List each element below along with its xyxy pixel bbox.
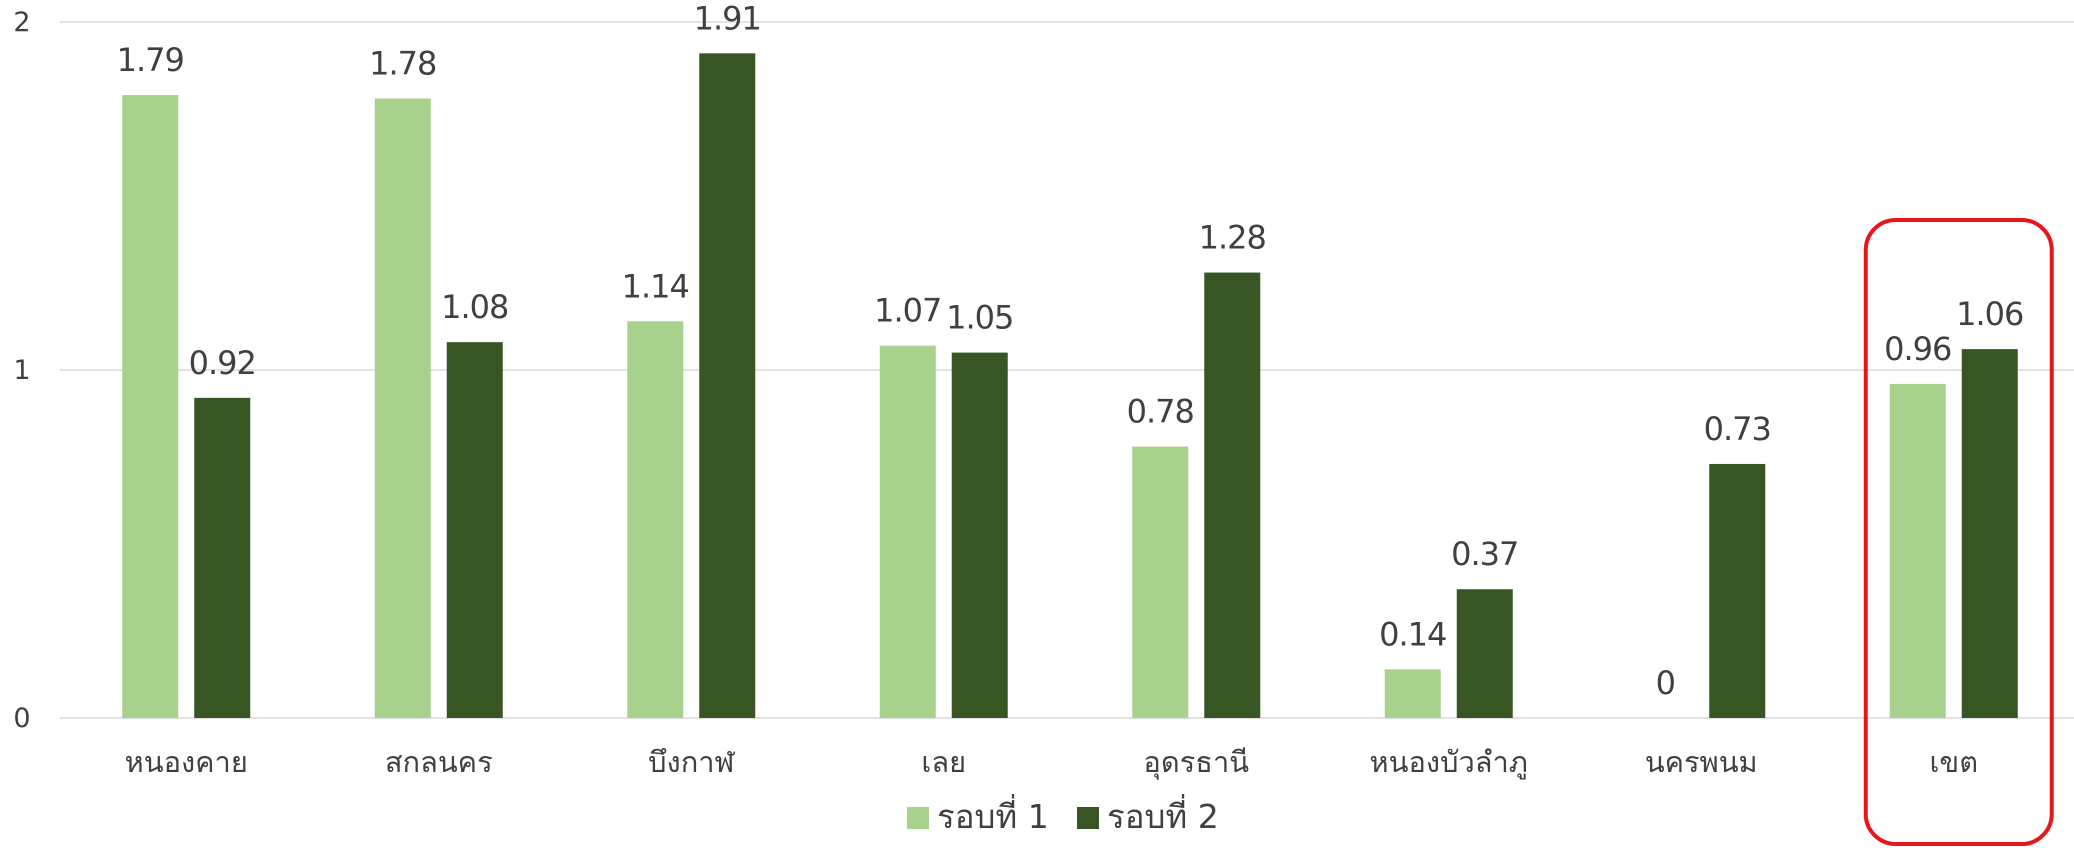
- legend-swatch-2: [1077, 807, 1099, 829]
- x-tick-label-6: นครพนม: [1645, 745, 1758, 779]
- bar-2-5: [1456, 589, 1513, 718]
- highlight-box: [1863, 218, 2054, 846]
- data-label-1-4: 0.78: [1127, 393, 1194, 431]
- x-tick-label-1: สกลนคร: [385, 745, 493, 779]
- bar-1-3: [879, 345, 936, 718]
- bar-2-7: [1961, 349, 2018, 718]
- data-label-2-1: 1.08: [441, 288, 508, 326]
- bar-2-2: [699, 53, 756, 718]
- data-label-2-7: 1.06: [1956, 295, 2023, 333]
- data-label-2-6: 0.73: [1704, 410, 1771, 448]
- bar-2-0: [194, 397, 251, 718]
- legend-label-1: รอบที่ 1: [937, 794, 1049, 836]
- data-label-2-4: 1.28: [1199, 219, 1266, 257]
- bar-1-5: [1384, 669, 1441, 718]
- x-tick-label-2: บึงกาฬ: [648, 745, 735, 779]
- bar-1-7: [1889, 383, 1946, 718]
- data-label-2-2: 1.91: [694, 0, 761, 37]
- data-label-1-5: 0.14: [1379, 615, 1446, 653]
- data-label-2-0: 0.92: [189, 344, 256, 382]
- legend-swatch-1: [907, 807, 929, 829]
- data-label-1-6: 0: [1656, 664, 1675, 702]
- data-label-2-5: 0.37: [1451, 535, 1518, 573]
- data-label-1-0: 1.79: [117, 41, 184, 79]
- bar-2-1: [446, 342, 503, 718]
- data-label-1-2: 1.14: [622, 267, 689, 305]
- bar-1-1: [374, 98, 431, 718]
- bar-1-0: [122, 95, 179, 718]
- x-tick-label-7: เขต: [1929, 745, 1978, 779]
- bar-2-4: [1204, 272, 1261, 718]
- data-label-1-3: 1.07: [874, 292, 941, 330]
- y-tick-label-1: 1: [13, 355, 30, 386]
- data-label-1-7: 0.96: [1884, 330, 1951, 368]
- bar-1-4: [1132, 446, 1189, 718]
- x-tick-label-3: เลย: [921, 745, 966, 779]
- x-tick-label-5: หนองบัวลำภู: [1370, 745, 1528, 780]
- x-tick-label-4: อุดรธานี: [1143, 745, 1249, 780]
- x-tick-label-0: หนองคาย: [125, 745, 248, 779]
- legend-label-2: รอบที่ 2: [1107, 794, 1219, 836]
- data-label-2-3: 1.05: [946, 299, 1013, 337]
- bar-2-3: [951, 352, 1008, 718]
- bar-1-2: [627, 321, 684, 718]
- y-tick-label-2: 2: [13, 7, 30, 38]
- bar-2-6: [1709, 463, 1766, 718]
- y-tick-label-0: 0: [13, 703, 30, 734]
- data-label-1-1: 1.78: [369, 45, 436, 83]
